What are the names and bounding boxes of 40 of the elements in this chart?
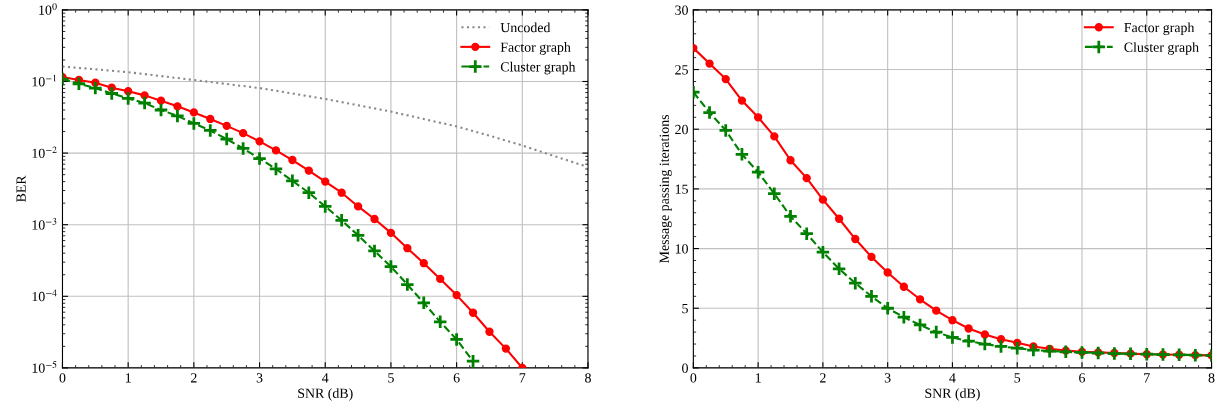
x-tick-label: 2 <box>820 373 826 383</box>
x-tick-label: 0 <box>59 373 66 383</box>
x-tick-label: 4 <box>949 373 956 383</box>
x-axis-title: SNR (dB) <box>925 388 980 401</box>
x-tick-label: 8 <box>585 373 591 383</box>
y-tick-label: 5 <box>682 303 688 314</box>
y-tick-label: 10$^{−4}$ <box>32 289 57 302</box>
legend-label: Cluster graph <box>1124 42 1199 55</box>
x-tick-label: 7 <box>1144 373 1150 383</box>
y-tick-label: 30 <box>675 5 688 15</box>
y-tick-label: 10$^{0}$ <box>39 3 57 15</box>
y-tick-label: 15 <box>675 184 688 194</box>
y-tick-label: 10$^{−1}$ <box>32 74 56 87</box>
legend-label: Cluster graph <box>500 61 576 75</box>
x-tick-label: 4 <box>322 373 329 383</box>
x-axis-title: SNR (dB) <box>298 388 353 401</box>
x-tick-label: 2 <box>190 373 197 383</box>
y-axis-title: Message passing iterations <box>659 114 672 263</box>
x-tick-label: 6 <box>453 373 460 383</box>
legend-label: Factor graph <box>500 42 571 55</box>
legend-label: Uncoded <box>500 22 551 33</box>
x-tick-label: 7 <box>519 373 526 383</box>
x-tick-label: 3 <box>256 373 263 383</box>
y-axis-title: BER <box>16 175 26 203</box>
x-tick-label: 1 <box>755 373 761 383</box>
x-tick-label: 1 <box>125 373 131 383</box>
x-tick-label: 8 <box>1208 373 1215 383</box>
legend-label: Factor graph <box>1124 22 1195 36</box>
x-tick-label: 5 <box>1014 373 1021 383</box>
x-tick-label: 6 <box>1079 373 1086 383</box>
y-tick-label: 10$^{−2}$ <box>32 146 57 158</box>
y-tick-label: 0 <box>682 363 688 373</box>
y-tick-label: 20 <box>675 124 688 135</box>
y-tick-label: 10$^{−5}$ <box>32 361 57 373</box>
y-tick-label: 10 <box>675 244 688 254</box>
x-tick-label: 3 <box>884 373 891 383</box>
y-tick-label: 10$^{−3}$ <box>32 218 57 230</box>
x-tick-label: 0 <box>690 373 697 383</box>
y-tick-label: 25 <box>675 65 688 75</box>
x-tick-label: 5 <box>388 373 394 383</box>
